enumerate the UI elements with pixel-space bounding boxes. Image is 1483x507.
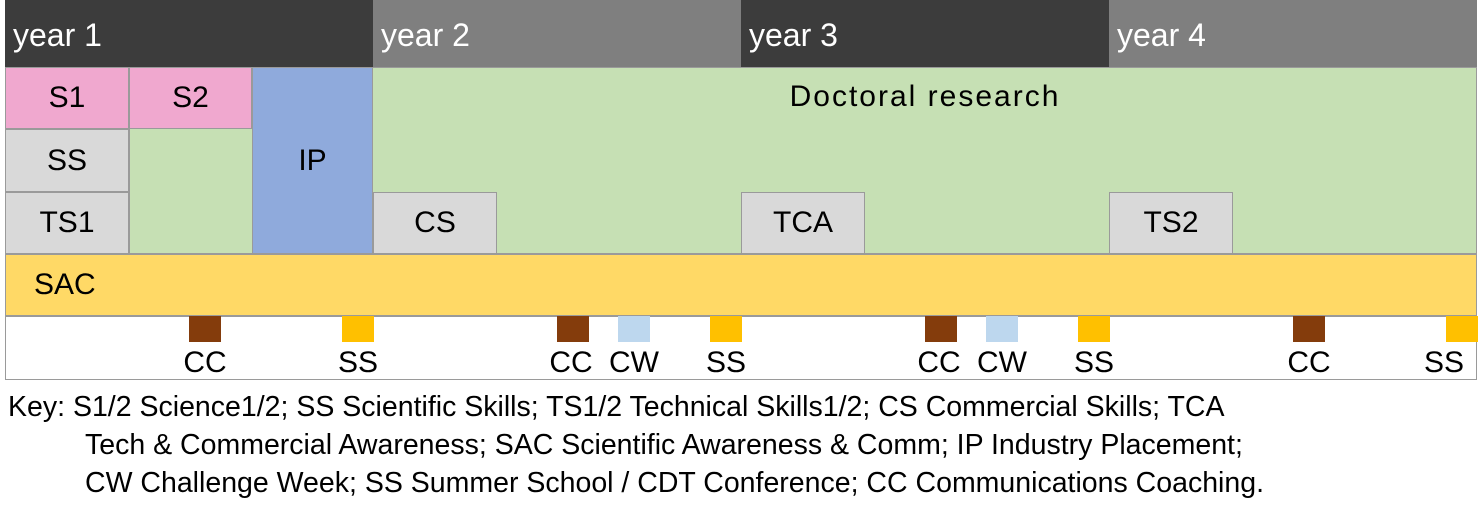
key-line-2: Tech & Commercial Awareness; SAC Scienti… [85, 429, 1243, 461]
marker-label-ss-3: SS [1073, 346, 1115, 379]
marker-label-ss-4: SS [1423, 346, 1465, 379]
marker-label-cc-1: CC [183, 346, 227, 379]
block-tca: TCA [741, 192, 865, 254]
block-cs: CS [373, 192, 497, 254]
marker-ss-1 [342, 316, 374, 342]
timeline-diagram: year 1 year 2 year 3 year 4 Doctoral res… [5, 0, 1478, 380]
block-s1: S1 [5, 67, 129, 129]
block-ts2: TS2 [1109, 192, 1233, 254]
marker-cw-1 [618, 316, 650, 342]
key-line-3: CW Challenge Week; SS Summer School / CD… [85, 467, 1265, 499]
block-ts1: TS1 [5, 192, 129, 254]
marker-ss-4 [1446, 316, 1478, 342]
marker-label-cc-4: CC [1287, 346, 1331, 379]
marker-cc-2 [557, 316, 589, 342]
year-1-header: year 1 [5, 0, 373, 67]
key-legend: Key: S1/2 Science1/2; SS Scientific Skil… [8, 388, 1478, 502]
block-ip: IP [252, 67, 373, 254]
marker-label-cc-3: CC [917, 346, 961, 379]
marker-cw-2 [986, 316, 1018, 342]
marker-label-cc-2: CC [549, 346, 593, 379]
marker-ss-3 [1078, 316, 1110, 342]
marker-cc-1 [189, 316, 221, 342]
marker-cc-4 [1293, 316, 1325, 342]
block-s2: S2 [129, 67, 252, 129]
year-4-header: year 4 [1109, 0, 1477, 67]
marker-label-ss-2: SS [705, 346, 747, 379]
marker-label-ss-1: SS [337, 346, 379, 379]
marker-ss-2 [710, 316, 742, 342]
block-sac: SAC [5, 254, 1477, 316]
year-3-header: year 3 [741, 0, 1109, 67]
marker-label-cw-2: CW [977, 346, 1027, 379]
year-2-header: year 2 [373, 0, 741, 67]
key-line-1: Key: S1/2 Science1/2; SS Scientific Skil… [8, 391, 1225, 423]
marker-cc-3 [925, 316, 957, 342]
doctoral-research-label: Doctoral research [789, 80, 1061, 113]
marker-label-cw-1: CW [609, 346, 659, 379]
block-ss: SS [5, 129, 129, 192]
